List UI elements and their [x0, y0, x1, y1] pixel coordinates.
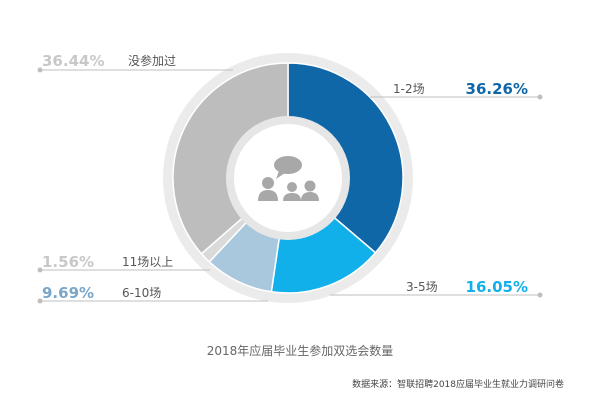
people-chat-icon [258, 156, 319, 201]
slice-value-label: 9.69% [42, 284, 94, 302]
center-disc [234, 124, 342, 232]
slice-value-label: 16.05% [466, 278, 528, 296]
data-source: 数据来源：智联招聘2018应届毕业生就业力调研问卷 [352, 380, 564, 390]
callout-dot [37, 267, 43, 273]
slice-value-label: 36.26% [466, 80, 528, 98]
slice-label: 没参加过 [128, 53, 176, 68]
callout-dot [37, 298, 43, 304]
slice-label: 6-10场 [122, 286, 161, 300]
slice-label: 11场以上 [122, 255, 173, 269]
slice-label: 3-5场 [406, 280, 438, 294]
slice-value-label: 1.56% [42, 253, 94, 271]
slice-value-label: 36.44% [42, 52, 104, 70]
callouts: 1-2场 36.26% 3-5场 16.05% 6-10场 9.69% 11场以上 1.56%… [37, 52, 543, 304]
callout-dot [537, 292, 543, 298]
callout-dot [37, 67, 43, 73]
callout-dot [537, 94, 543, 100]
slice-label: 1-2场 [393, 82, 425, 96]
chart-title: 2018年应届毕业生参加双选会数量 [206, 344, 394, 358]
